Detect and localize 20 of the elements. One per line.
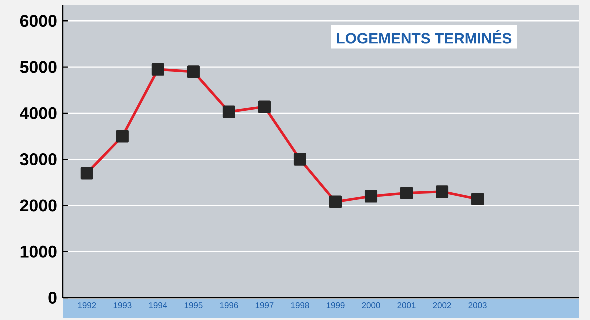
x-tick-label: 1995 <box>184 302 203 309</box>
x-tick-label: 1994 <box>149 302 168 309</box>
y-tick-label: 2000 <box>20 200 57 212</box>
x-tick-label: 2003 <box>468 302 487 309</box>
y-tick-label: 6000 <box>20 15 57 28</box>
x-tick-label: 1998 <box>291 302 310 309</box>
y-tick-label: 1000 <box>20 246 57 258</box>
x-tick-label: 1992 <box>78 302 96 309</box>
x-tick-label: 1997 <box>256 302 274 309</box>
x-tick-label: 1996 <box>220 302 238 309</box>
x-tick-label: 2002 <box>433 302 452 309</box>
x-tick-label: 2001 <box>398 302 416 309</box>
x-tick-label: 2000 <box>362 302 380 309</box>
y-tick-label: 4000 <box>20 107 57 120</box>
x-tick-label: 1999 <box>326 302 345 309</box>
x-tick-label: 1993 <box>114 302 132 309</box>
y-tick-label: 0 <box>48 292 57 304</box>
y-tick-label: 5000 <box>20 61 57 74</box>
text: LOGEMENTS TERMINÉS <box>337 30 512 44</box>
y-tick-label: 3000 <box>20 154 57 166</box>
